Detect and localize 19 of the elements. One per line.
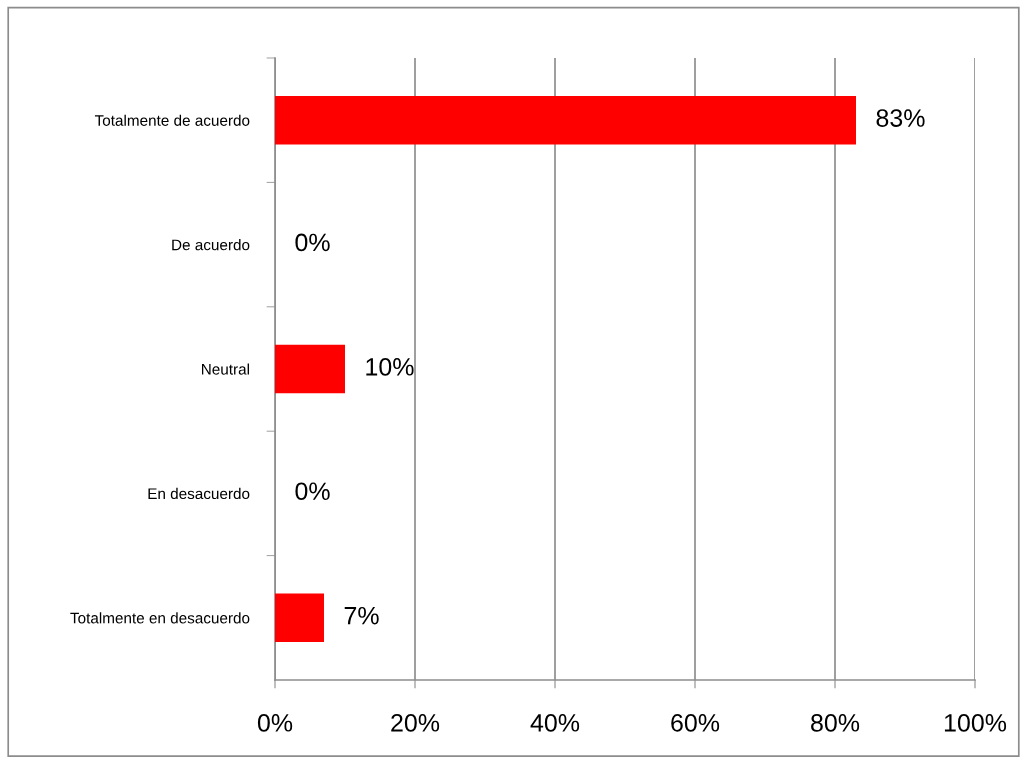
y-tick-label: En desacuerdo bbox=[148, 487, 250, 500]
data-label: 10% bbox=[366, 358, 414, 376]
y-tick-label: Totalmente de acuerdo bbox=[94, 114, 250, 126]
data-label: 0% bbox=[295, 482, 330, 501]
y-tick-label: Totalmente en desacuerdo bbox=[70, 612, 250, 624]
data-label: 83% bbox=[876, 109, 925, 127]
x-tick-label: 100% bbox=[944, 713, 1007, 732]
bar bbox=[275, 95, 856, 145]
x-tick-label: 0% bbox=[257, 713, 293, 732]
x-tick-label: 20% bbox=[391, 713, 440, 732]
data-label: 0% bbox=[295, 233, 330, 252]
x-tick-label: 80% bbox=[811, 713, 860, 732]
bar bbox=[275, 593, 324, 643]
y-tick-label: De acuerdo bbox=[172, 239, 250, 251]
y-tick-label: Neutral bbox=[202, 363, 249, 375]
bar bbox=[275, 344, 345, 394]
data-label: 7% bbox=[344, 606, 379, 625]
x-tick-label: 60% bbox=[671, 713, 720, 732]
x-tick-label: 40% bbox=[530, 713, 580, 732]
